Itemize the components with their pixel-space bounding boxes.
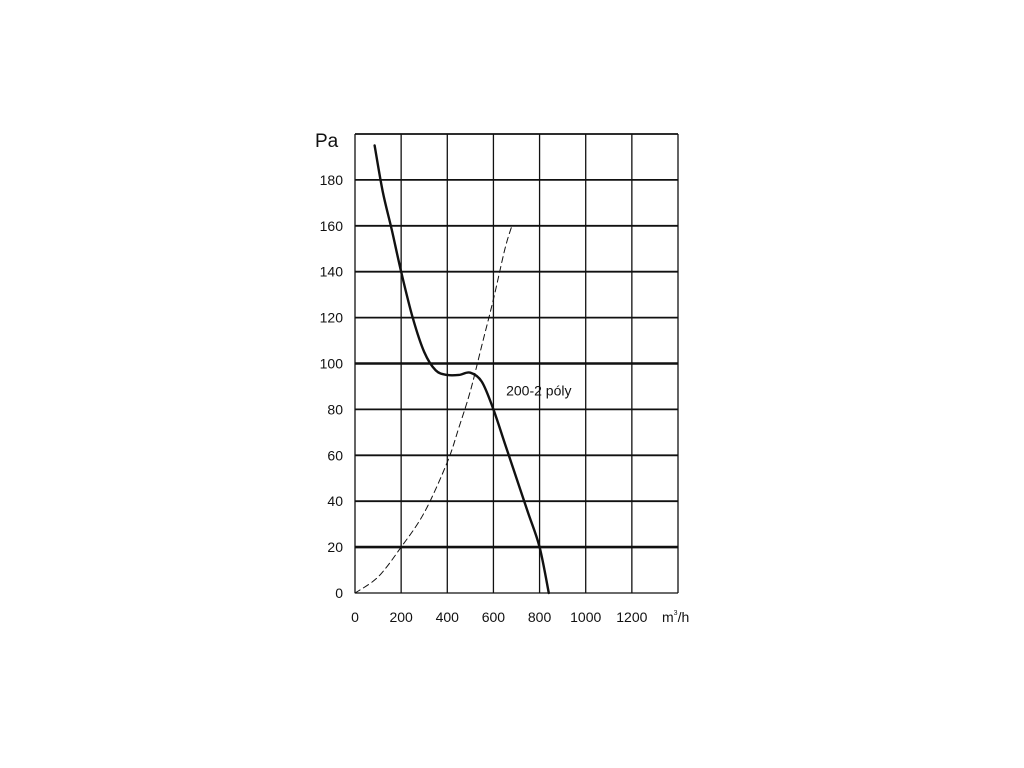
- x-tick-label: 400: [436, 609, 460, 625]
- y-tick-label: 160: [320, 218, 344, 234]
- x-axis-unit-superscript: 3: [674, 610, 678, 617]
- x-axis-unit: m3/h: [662, 609, 689, 625]
- y-tick-label: 20: [327, 539, 343, 555]
- y-tick-label: 40: [327, 493, 343, 509]
- x-axis-ticks: 0 200 400 600 800 1000 1200: [351, 609, 648, 625]
- fan-curve-line: [373, 144, 550, 595]
- curve-annotation: 200-2 póly: [506, 383, 571, 399]
- x-tick-label: 200: [389, 609, 413, 625]
- y-tick-label: 140: [320, 264, 344, 280]
- chart-grid: [354, 133, 679, 594]
- x-tick-label: 600: [482, 609, 506, 625]
- y-tick-label: 60: [327, 447, 343, 463]
- system-curve-dashed: [354, 225, 513, 594]
- y-tick-label: 180: [320, 172, 344, 188]
- x-tick-label: 1000: [570, 609, 601, 625]
- y-axis-ticks: 0 20 40 60 80 100 120 140 160 180: [320, 172, 344, 601]
- y-axis-label: Pa: [315, 131, 339, 152]
- y-tick-label: 120: [320, 310, 344, 326]
- x-axis-unit-base: m: [662, 609, 674, 625]
- x-tick-label: 1200: [616, 609, 647, 625]
- x-tick-label: 0: [351, 609, 359, 625]
- y-tick-label: 100: [320, 356, 344, 372]
- x-tick-label: 800: [528, 609, 552, 625]
- chart-series: [354, 144, 550, 595]
- x-axis-unit-suffix: /h: [678, 609, 690, 625]
- y-tick-label: 0: [335, 585, 343, 601]
- y-tick-label: 80: [327, 401, 343, 417]
